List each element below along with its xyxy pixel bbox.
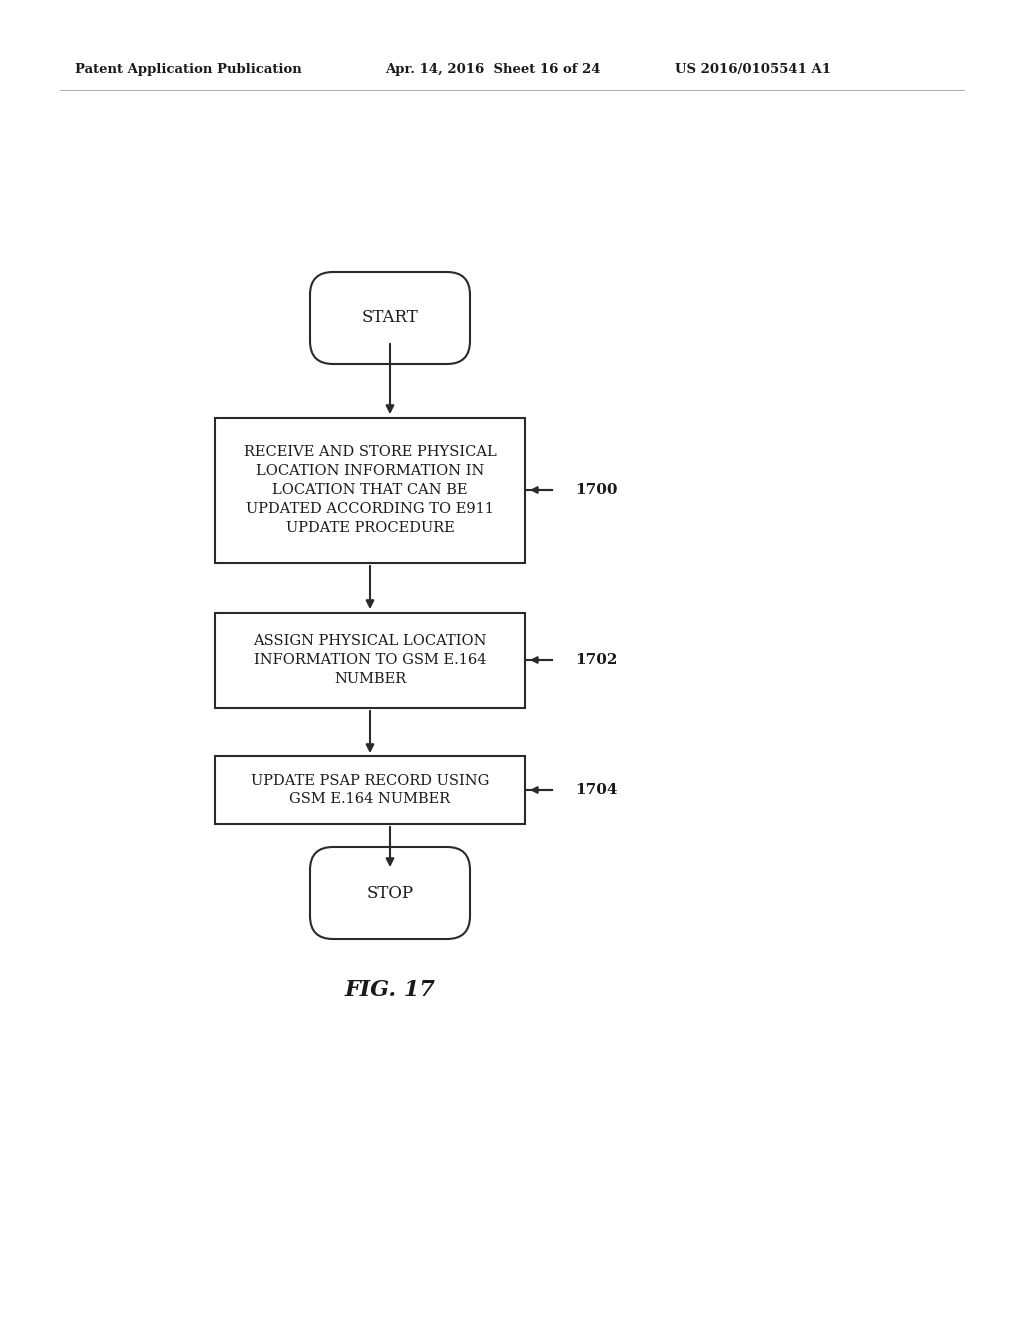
Text: 1704: 1704 [575, 783, 617, 797]
FancyBboxPatch shape [310, 847, 470, 939]
Bar [215, 756, 525, 824]
Text: FIG. 17: FIG. 17 [344, 979, 435, 1001]
Text: Apr. 14, 2016  Sheet 16 of 24: Apr. 14, 2016 Sheet 16 of 24 [385, 63, 600, 77]
Bar [215, 417, 525, 562]
Text: US 2016/0105541 A1: US 2016/0105541 A1 [675, 63, 831, 77]
Text: 1702: 1702 [575, 653, 617, 667]
Text: RECEIVE AND STORE PHYSICAL
LOCATION INFORMATION IN
LOCATION THAT CAN BE
UPDATED : RECEIVE AND STORE PHYSICAL LOCATION INFO… [244, 445, 497, 535]
Text: ASSIGN PHYSICAL LOCATION
INFORMATION TO GSM E.164
NUMBER: ASSIGN PHYSICAL LOCATION INFORMATION TO … [253, 634, 486, 686]
Text: Patent Application Publication: Patent Application Publication [75, 63, 302, 77]
FancyBboxPatch shape [310, 272, 470, 364]
Text: 1700: 1700 [575, 483, 617, 498]
Text: STOP: STOP [367, 884, 414, 902]
Bar [215, 612, 525, 708]
Text: UPDATE PSAP RECORD USING
GSM E.164 NUMBER: UPDATE PSAP RECORD USING GSM E.164 NUMBE… [251, 774, 489, 807]
Text: START: START [361, 309, 419, 326]
